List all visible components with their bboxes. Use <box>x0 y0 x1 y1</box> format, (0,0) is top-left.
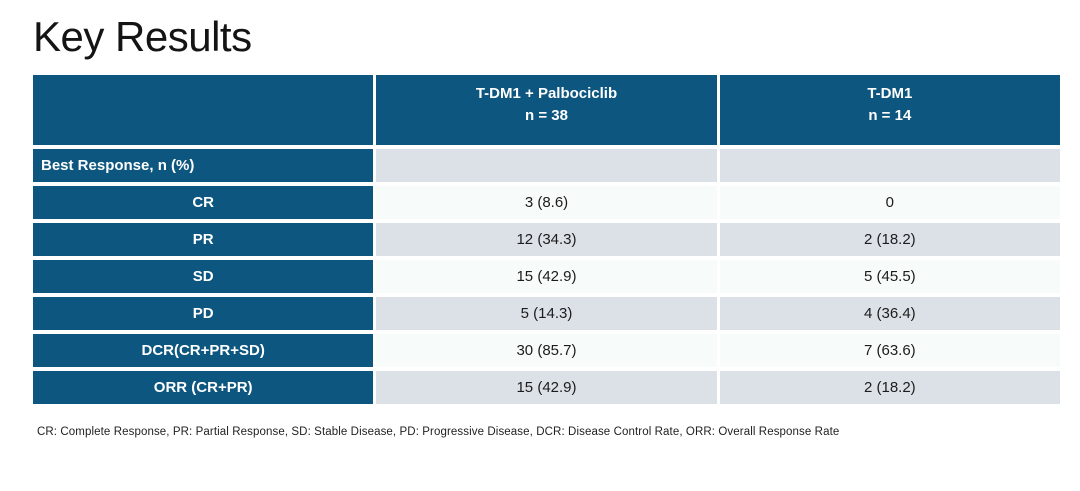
value-cell: 5 (45.5) <box>719 260 1060 293</box>
row-label-pd: PD <box>33 297 374 330</box>
value-cell: 2 (18.2) <box>719 371 1060 404</box>
value-cell <box>719 149 1060 182</box>
value-cell: 0 <box>719 186 1060 219</box>
header-cell-tdm1-palbociclib: T-DM1 + Palbociclib n = 38 <box>376 75 717 145</box>
value-cell: 15 (42.9) <box>376 260 717 293</box>
row-label-dcr: DCR(CR+PR+SD) <box>33 334 374 367</box>
header-cell-tdm1: T-DM1 n = 14 <box>719 75 1060 145</box>
abbreviations-footnote: CR: Complete Response, PR: Partial Respo… <box>37 426 840 438</box>
value-cell: 15 (42.9) <box>376 371 717 404</box>
header-cell-empty <box>33 75 374 145</box>
row-label-orr: ORR (CR+PR) <box>33 371 374 404</box>
column-n-count: n = 38 <box>525 106 568 124</box>
value-cell: 2 (18.2) <box>719 223 1060 256</box>
results-table: T-DM1 + Palbociclib n = 38 T-DM1 n = 14 … <box>33 75 1060 404</box>
column-n-count: n = 14 <box>868 106 912 124</box>
value-cell: 3 (8.6) <box>376 186 717 219</box>
column-title: T-DM1 + Palbociclib <box>475 85 618 102</box>
row-label-sd: SD <box>33 260 374 293</box>
value-cell: 5 (14.3) <box>376 297 717 330</box>
row-label-best-response: Best Response, n (%) <box>33 149 374 182</box>
value-cell: 30 (85.7) <box>376 334 717 367</box>
row-label-pr: PR <box>33 223 374 256</box>
value-cell: 7 (63.6) <box>719 334 1060 367</box>
value-cell: 12 (34.3) <box>376 223 717 256</box>
column-title: T-DM1 <box>867 85 913 102</box>
page-title: Key Results <box>33 13 252 60</box>
row-label-cr: CR <box>33 186 374 219</box>
value-cell: 4 (36.4) <box>719 297 1060 330</box>
value-cell <box>376 149 717 182</box>
